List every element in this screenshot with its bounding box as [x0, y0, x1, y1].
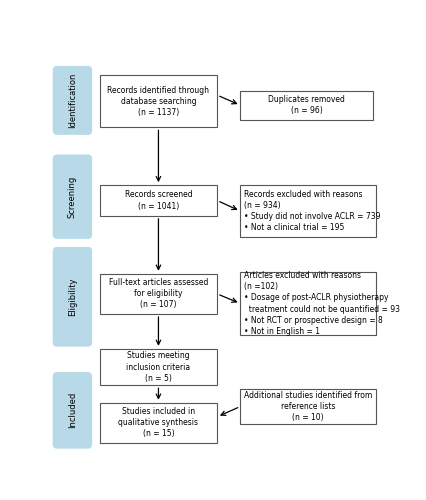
Text: Records excluded with reasons
(n = 934)
• Study did not involve ACLR = 739
• Not: Records excluded with reasons (n = 934) … [244, 190, 380, 232]
FancyBboxPatch shape [57, 252, 88, 342]
Text: Studies included in
qualitative synthesis
(n = 15): Studies included in qualitative synthesi… [118, 408, 198, 438]
FancyBboxPatch shape [100, 349, 217, 386]
Text: Articles excluded with reasons
(n =102)
• Dosage of post-ACLR physiotherapy
  tr: Articles excluded with reasons (n =102) … [244, 272, 400, 336]
Text: Included: Included [68, 392, 77, 428]
FancyBboxPatch shape [100, 76, 217, 128]
FancyBboxPatch shape [57, 70, 88, 130]
FancyBboxPatch shape [52, 66, 92, 135]
FancyBboxPatch shape [57, 159, 88, 234]
Text: Screening: Screening [68, 176, 77, 218]
Text: Identification: Identification [68, 72, 77, 128]
Text: Studies meeting
inclusion criteria
(n = 5): Studies meeting inclusion criteria (n = … [126, 352, 190, 382]
FancyBboxPatch shape [100, 274, 217, 314]
FancyBboxPatch shape [240, 389, 375, 424]
FancyBboxPatch shape [52, 247, 92, 346]
Text: Duplicates removed
(n = 96): Duplicates removed (n = 96) [268, 95, 344, 116]
Text: Records identified through
database searching
(n = 1137): Records identified through database sear… [107, 86, 209, 117]
FancyBboxPatch shape [100, 185, 217, 216]
FancyBboxPatch shape [52, 154, 92, 239]
FancyBboxPatch shape [57, 376, 88, 444]
Text: Additional studies identified from
reference lists
(n = 10): Additional studies identified from refer… [244, 391, 371, 422]
Text: Eligibility: Eligibility [68, 278, 77, 316]
Text: Full-text articles assessed
for eligibility
(n = 107): Full-text articles assessed for eligibil… [109, 278, 207, 310]
FancyBboxPatch shape [240, 272, 375, 336]
Text: Records screened
(n = 1041): Records screened (n = 1041) [124, 190, 192, 210]
FancyBboxPatch shape [52, 372, 92, 448]
FancyBboxPatch shape [100, 402, 217, 443]
FancyBboxPatch shape [240, 185, 375, 237]
FancyBboxPatch shape [240, 91, 372, 120]
